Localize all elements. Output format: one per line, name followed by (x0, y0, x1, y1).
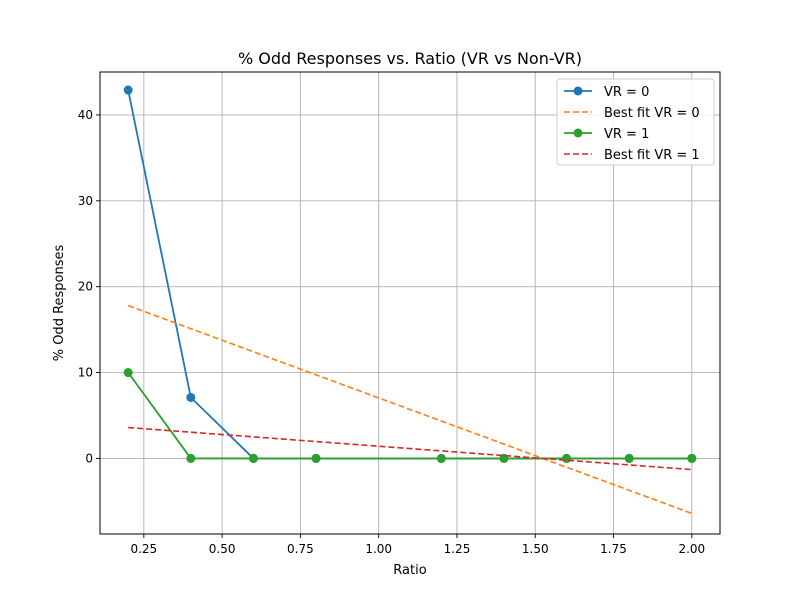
legend: VR = 0 Best fit VR = 0 VR = 1 Best fit VR =… (556, 78, 715, 166)
x-tick-label: 0.50 (209, 542, 236, 556)
y-tick-label: 10 (78, 366, 93, 380)
data-point (687, 453, 697, 463)
x-tick-label: 1.00 (365, 542, 392, 556)
chart-title: % Odd Responses vs. Ratio (VR vs Non-VR) (238, 49, 582, 68)
legend-label-0: VR = 0 (604, 85, 649, 100)
data-point (311, 453, 321, 463)
data-point (186, 392, 196, 402)
data-point (562, 453, 572, 463)
data-point (123, 368, 133, 378)
x-tick-label: 1.25 (444, 542, 471, 556)
legend-label-3: Best fit VR = 1 (604, 148, 700, 163)
y-axis-label: % Odd Responses (52, 244, 67, 361)
legend-box (556, 78, 715, 166)
data-point (248, 453, 258, 463)
data-point (123, 85, 133, 95)
x-tick-label: 2.00 (678, 542, 705, 556)
series-group (123, 85, 697, 515)
x-axis-ticks: 0.25 0.50 0.75 1.00 1.25 1.50 1.75 2.00 (130, 534, 705, 556)
series-line-2 (127, 372, 692, 460)
legend-marker-0 (573, 86, 583, 96)
legend-label-2: VR = 1 (604, 127, 649, 142)
legend-label-1: Best fit VR = 0 (604, 106, 700, 121)
series-line-1 (127, 304, 693, 515)
data-point (436, 453, 446, 463)
x-tick-label: 0.75 (287, 542, 314, 556)
x-tick-label: 1.50 (522, 542, 549, 556)
y-axis-ticks: 0 10 20 30 40 (78, 108, 100, 465)
data-point (186, 453, 196, 463)
y-tick-label: 40 (78, 108, 93, 122)
y-tick-label: 20 (78, 280, 93, 294)
x-tick-label: 0.25 (130, 542, 157, 556)
legend-marker-2 (573, 128, 583, 138)
data-point (624, 453, 634, 463)
plot-frame (99, 71, 721, 535)
y-tick-label: 0 (85, 451, 93, 465)
y-tick-label: 30 (78, 194, 93, 208)
x-tick-label: 1.75 (600, 542, 627, 556)
series-line-3 (128, 426, 692, 471)
x-axis-label: Ratio (393, 563, 426, 578)
